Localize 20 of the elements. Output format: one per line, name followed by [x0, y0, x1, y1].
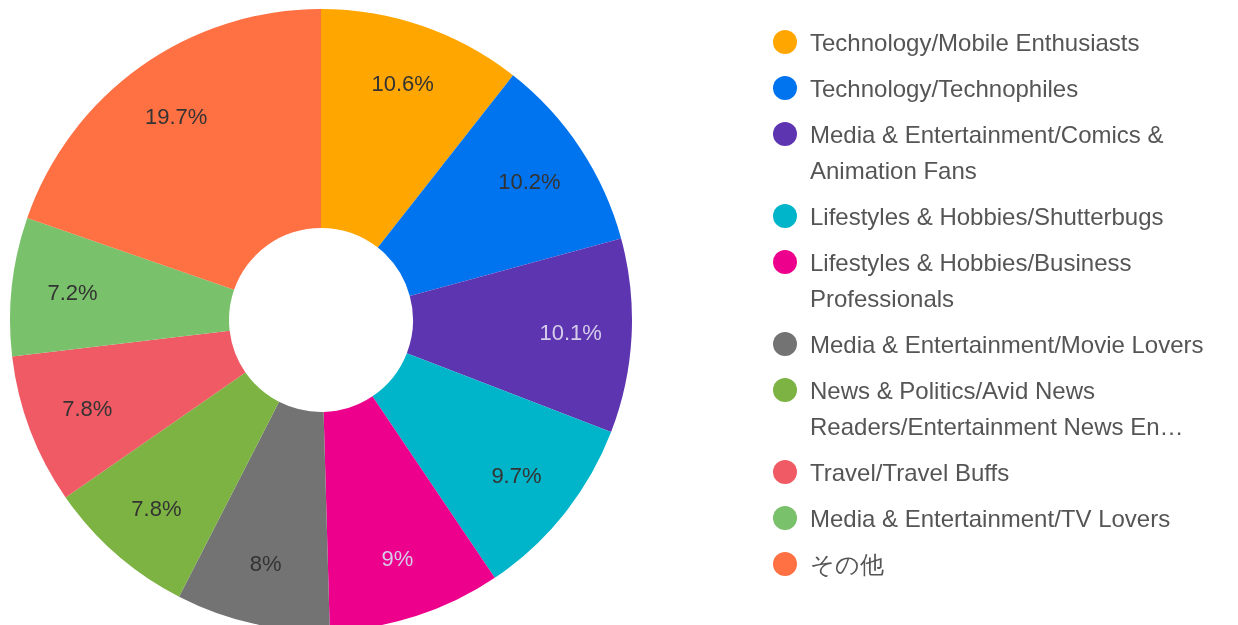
legend-label: Technology/Mobile Enthusiasts — [810, 28, 1140, 56]
data-label: 7.8% — [62, 396, 113, 422]
data-label: 19.7% — [144, 103, 208, 129]
data-label: 8% — [249, 551, 282, 577]
legend-label: Media & Entertainment/Comics & Animation Fans — [810, 120, 1164, 184]
data-label: 7.8% — [131, 495, 182, 521]
legend-label: その他 — [810, 550, 884, 578]
data-label: 10.1% — [539, 320, 602, 346]
legend-label: Media & Entertainment/TV Lovers — [810, 504, 1171, 532]
data-label: 9.7% — [491, 463, 542, 489]
data-label: 9% — [381, 545, 414, 571]
legend-label: Media & Entertainment/Movie Lovers — [810, 330, 1204, 358]
legend-label: Travel/Travel Buffs — [810, 458, 1010, 486]
data-label: 10.2% — [498, 169, 561, 195]
legend-label: Technology/Technophiles — [810, 74, 1079, 102]
legend-label: Lifestyles & Hobbies/Shutterbugs — [810, 202, 1164, 230]
legend-label: News & Politics/Avid News Readers/Entertainment News En… — [810, 376, 1184, 440]
data-label: 10.6% — [371, 71, 434, 97]
legend-label: Lifestyles & Hobbies/Business Professionals — [810, 248, 1132, 312]
data-label: 7.2% — [47, 280, 98, 306]
